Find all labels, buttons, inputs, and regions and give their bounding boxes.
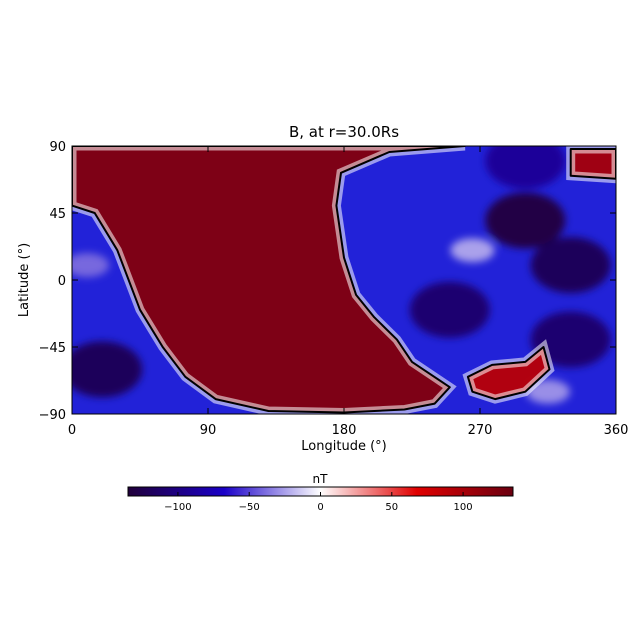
- zero-contour-positive-south: [466, 346, 551, 401]
- zero-contour-positive-northeast: [569, 148, 616, 180]
- field-core: [485, 146, 566, 189]
- y-tick-label: 45: [49, 207, 66, 222]
- x-tick-label: 270: [468, 423, 493, 438]
- field-weak-area: [450, 238, 495, 263]
- colorbar-ticks: −100 −50 0 50 100: [164, 492, 473, 513]
- zero-contour-positive: [72, 146, 466, 414]
- field-weak-area: [72, 253, 110, 278]
- positive-regions: [72, 146, 616, 414]
- y-tick-label: 0: [58, 274, 66, 289]
- colorbar-tick-label: 100: [454, 502, 473, 513]
- colorbar-tick-label: 50: [385, 502, 398, 513]
- region-positive: [72, 146, 465, 413]
- field-core: [409, 281, 490, 338]
- y-tick-label: 90: [49, 140, 66, 155]
- y-axis: 90 45 0 −45 −90: [39, 140, 616, 423]
- x-tick-label: 0: [68, 423, 76, 438]
- colorbar-tick-label: −100: [164, 502, 191, 513]
- x-tick-label: 360: [604, 423, 629, 438]
- x-axis-label: Longitude (°): [301, 439, 386, 454]
- colorbar-tick-label: 0: [317, 502, 323, 513]
- y-axis-label: Latitude (°): [17, 243, 32, 317]
- chart-title: B, at r=30.0Rs: [289, 123, 399, 141]
- field-core: [485, 192, 566, 249]
- y-tick-label: −90: [39, 408, 66, 423]
- plot-area: [72, 146, 616, 414]
- x-axis: 0 90 180 270 360: [68, 146, 629, 438]
- x-tick-label: 180: [332, 423, 357, 438]
- x-tick-label: 90: [200, 423, 217, 438]
- colorbar-tick-label: −50: [239, 502, 260, 513]
- field-core: [530, 237, 611, 294]
- colorbar-label: nT: [313, 472, 329, 486]
- field-core: [72, 341, 143, 398]
- field-core: [530, 311, 611, 368]
- region-positive-northeast: [570, 149, 616, 179]
- y-tick-label: −45: [39, 341, 66, 356]
